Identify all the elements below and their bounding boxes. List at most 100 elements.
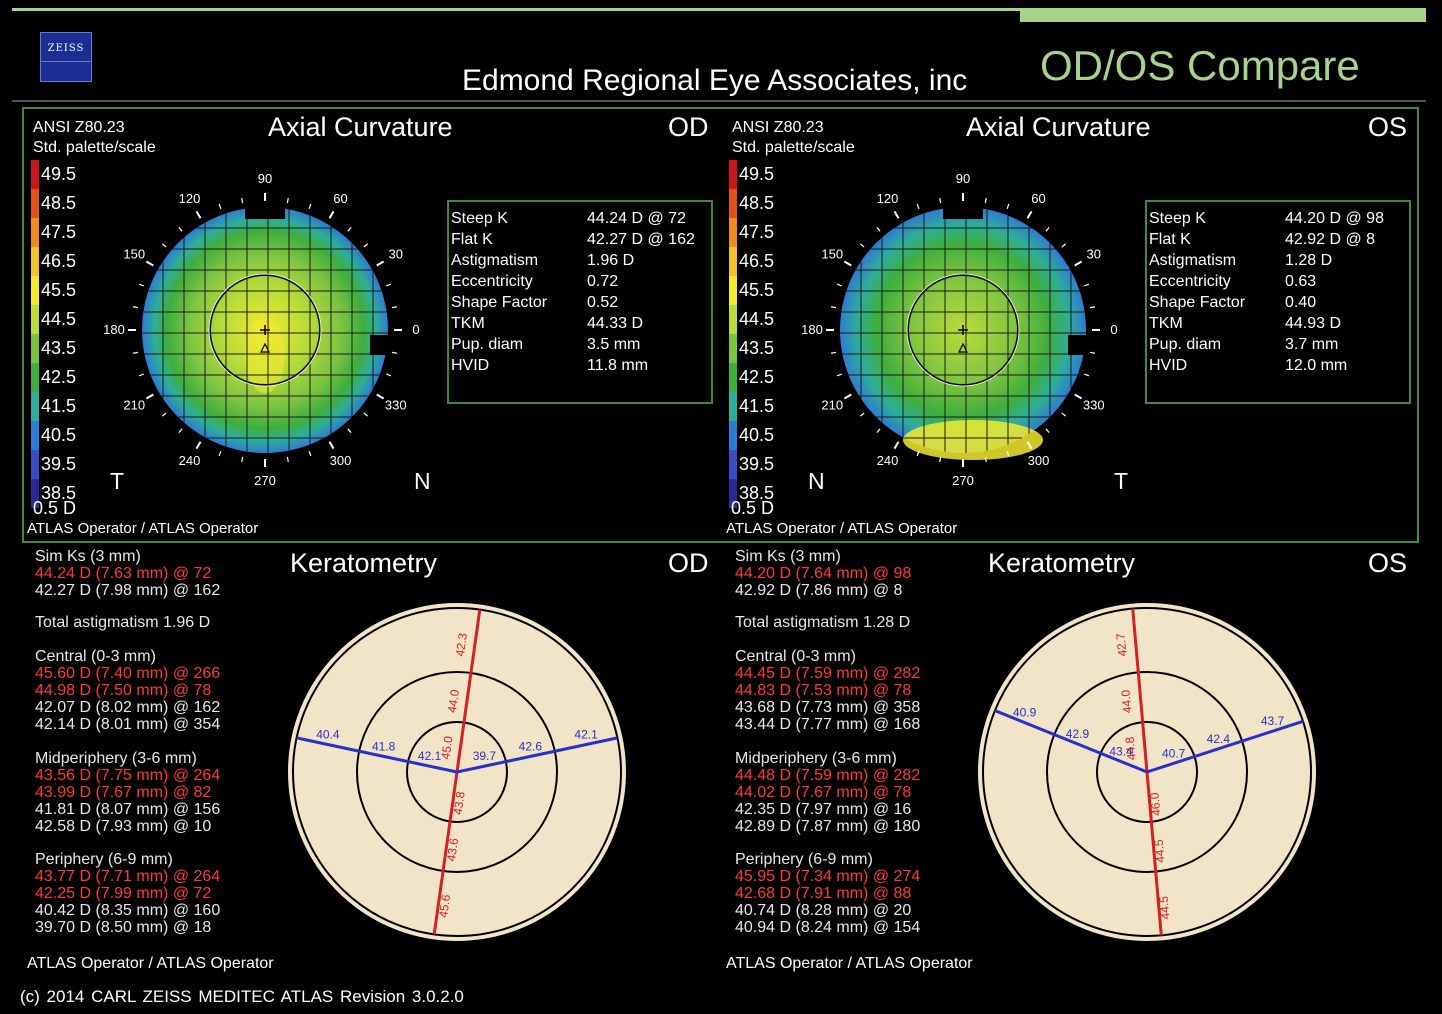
parameter-value: 1.28 D: [1285, 252, 1333, 269]
os-kerato-operator: ATLAS Operator / ATLAS Operator: [726, 955, 973, 972]
scale-step: 41.5: [31, 392, 76, 421]
angle-label: 90: [956, 171, 970, 186]
minor-tick: [1084, 373, 1090, 377]
central-ring: [1096, 721, 1198, 823]
scale-step: 39.5: [31, 450, 76, 479]
kerato-value: 42.3: [453, 632, 470, 657]
flat-meridian-line: [296, 736, 458, 774]
angle-tick: [1026, 210, 1033, 219]
od-eye-label: OD: [668, 112, 709, 142]
os-keratometry-diagram[interactable]: 42.7 44.0 44.8 44.5 44.5 46.0 40.9 42.9 43.4 43.7…: [975, 600, 1320, 945]
parameter-value: 44.24 D @ 72: [587, 210, 686, 227]
central-steep-zone: [245, 317, 285, 393]
scale-step: 42.5: [31, 363, 76, 392]
od-scale-step: 0.5 D: [33, 498, 77, 518]
minor-tick: [1061, 243, 1067, 248]
header-divider: [12, 100, 1426, 102]
scale-swatch: [31, 479, 39, 508]
flat-meridian-line: [1146, 719, 1304, 774]
parameter-name: Pup. diam: [1149, 336, 1222, 353]
scale-value: 40.5: [739, 425, 775, 445]
angle-tick: [328, 441, 335, 450]
angle-tick: [145, 393, 154, 400]
od-left-direction: T: [110, 468, 125, 494]
angle-label: 210: [123, 398, 145, 413]
angle-tick: [376, 393, 385, 400]
minor-tick: [916, 203, 920, 209]
angle-label: 90: [258, 171, 272, 186]
os-standard-label: ANSI Z80.23 Std. palette/scale: [732, 119, 855, 156]
scale-value: 46.5: [739, 251, 775, 271]
scale-step: 44.5: [31, 305, 76, 334]
kerato-value: 44.0: [445, 688, 462, 713]
os-kerato-values: Sim Ks (3 mm) 44.20 D (7.64 mm) @ 98 42.…: [735, 548, 921, 936]
kerato-value: 45.0: [438, 735, 455, 760]
scale-value: 39.5: [739, 454, 775, 474]
minor-tick: [178, 226, 183, 232]
parameter-value: 44.33 D: [587, 315, 644, 332]
minor-tick: [363, 412, 369, 417]
minor-tick: [1006, 451, 1010, 457]
minor-tick: [218, 451, 222, 457]
minor-tick: [161, 243, 167, 248]
kerato-value: 42.6: [519, 739, 543, 753]
parameter-value: 3.5 mm: [587, 336, 641, 353]
scale-swatch: [729, 450, 737, 479]
od-keratometry-diagram[interactable]: 42.3 44.0 45.0 45.6 43.6 43.8 40.4 41.8 42.1 42.1…: [285, 600, 630, 945]
angle-tick: [145, 260, 154, 267]
parameter-row: Eccentricity 0.72: [451, 271, 695, 292]
parameter-row: TKM 44.33 D: [451, 313, 695, 334]
map-notch: [370, 335, 392, 355]
scale-value: 49.5: [41, 164, 77, 184]
scale-value: 44.5: [41, 309, 77, 329]
od-right-direction: N: [414, 468, 431, 494]
od-keratometry-title: Keratometry: [290, 548, 438, 578]
minor-tick: [876, 428, 881, 434]
outer-ring: [292, 607, 622, 937]
parameter-value: 3.7 mm: [1285, 336, 1339, 353]
scale-swatch: [729, 189, 737, 218]
scale-step: 49.5: [729, 160, 774, 189]
scale-swatch: [31, 189, 39, 218]
angle-label: 60: [333, 191, 347, 206]
minor-tick: [308, 203, 312, 209]
scale-step: 45.5: [31, 276, 76, 305]
scale-swatch: [31, 218, 39, 247]
parameter-name: Flat K: [1149, 231, 1191, 248]
angle-label: 270: [254, 473, 276, 488]
parameter-value: 0.40: [1285, 294, 1317, 311]
angle-label: 30: [389, 247, 403, 262]
od-kerato-values: Sim Ks (3 mm) 44.24 D (7.63 mm) @ 72 42.…: [35, 548, 221, 936]
scale-step: 47.5: [729, 218, 774, 247]
angle-label: 300: [330, 453, 352, 468]
minor-tick: [132, 306, 139, 309]
parameter-name: Astigmatism: [1149, 252, 1237, 269]
kerato-value: 41.8: [372, 739, 396, 753]
kerato-value: 43.7: [1261, 714, 1285, 728]
scale-swatch: [729, 218, 737, 247]
angle-tick: [1074, 393, 1083, 400]
scale-step: 42.5: [729, 363, 774, 392]
page-title: OD/OS Compare: [1040, 42, 1360, 89]
os-right-direction: T: [1114, 468, 1129, 494]
angle-label: 180: [103, 322, 125, 337]
parameter-name: Eccentricity: [451, 273, 533, 290]
minor-tick: [836, 373, 842, 377]
clinic-name: Edmond Regional Eye Associates, inc: [462, 64, 968, 97]
scale-value: 47.5: [41, 222, 77, 242]
minor-tick: [876, 226, 881, 232]
scale-swatch: [729, 421, 737, 450]
scale-swatch: [729, 334, 737, 363]
parameter-name: Steep K: [451, 210, 508, 227]
pupil-outline: [208, 273, 322, 387]
kerato-value: 44.0: [1118, 689, 1134, 714]
angle-tick: [1074, 260, 1083, 267]
logo-divider: [41, 61, 91, 62]
minor-tick: [386, 283, 392, 287]
angle-label: 150: [123, 247, 145, 262]
parameter-name: TKM: [1149, 315, 1183, 332]
kerato-value: 43.6: [444, 837, 461, 862]
scale-value: 38.5: [739, 483, 775, 503]
